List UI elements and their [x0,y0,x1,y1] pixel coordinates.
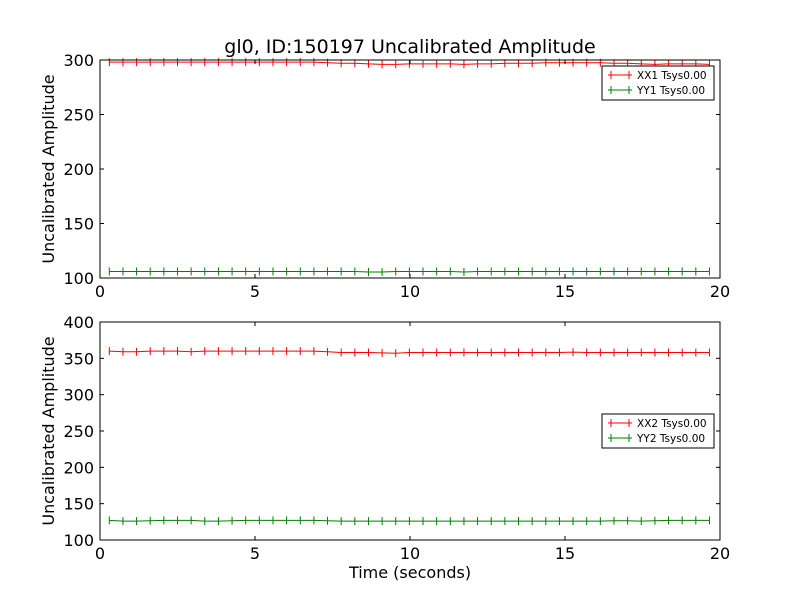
legend-label: XX2 Tsys0.00 [637,418,707,430]
x-tick-label: 5 [250,544,260,563]
y-axis-label: Uncalibrated Amplitude [39,74,58,263]
legend-box [601,413,715,449]
x-tick-label: 20 [710,282,730,301]
x-tick-label: 5 [250,282,260,301]
x-tick-label: 15 [555,282,575,301]
y-axis-label: Uncalibrated Amplitude [39,336,58,525]
y-tick-label: 200 [63,458,94,477]
y-tick-label: 100 [63,269,94,288]
legend-label: YY1 Tsys0.00 [636,85,705,97]
legend-label: YY2 Tsys0.00 [636,433,705,445]
y-tick-label: 200 [63,160,94,179]
y-tick-label: 100 [63,531,94,550]
y-tick-label: 250 [63,106,94,125]
x-tick-label: 10 [400,544,420,563]
y-tick-label: 250 [63,422,94,441]
plot-1 [99,58,721,279]
x-tick-label: 0 [95,544,105,563]
legend-label: XX1 Tsys0.00 [637,70,707,82]
x-tick-label: 10 [400,282,420,301]
x-axis-label: Time (seconds) [348,563,471,582]
y-tick-label: 150 [63,495,94,514]
y-tick-label: 300 [63,386,94,405]
legend-box [601,65,715,101]
x-tick-label: 15 [555,544,575,563]
x-tick-label: 0 [95,282,105,301]
x-tick-label: 20 [710,544,730,563]
chart-title: gl0, ID:150197 Uncalibrated Amplitude [224,36,595,58]
plot-2 [99,321,721,541]
y-tick-label: 400 [63,313,94,332]
y-tick-label: 150 [63,215,94,234]
y-tick-label: 350 [63,349,94,368]
y-tick-label: 300 [63,51,94,70]
